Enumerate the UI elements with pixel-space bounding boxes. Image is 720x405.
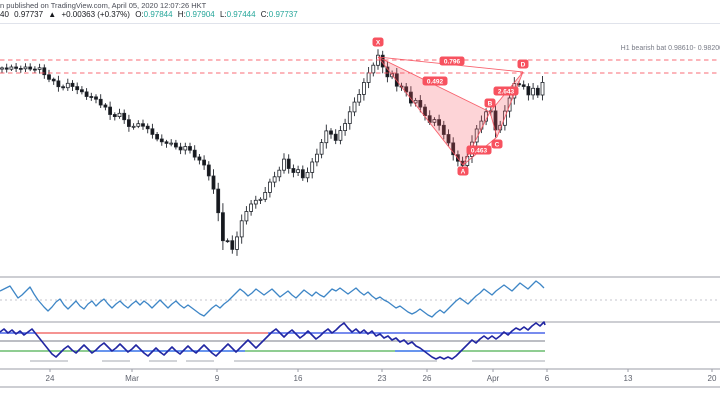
svg-text:0.492: 0.492 [427,78,444,85]
low-label: L: [219,10,227,19]
svg-text:0.463: 0.463 [471,147,488,154]
axis-label-23: 23 [378,374,387,383]
last-price: 0.97737 [14,10,44,19]
close-label: C: [260,10,269,19]
up-arrow-icon: ▲ [48,10,57,19]
symbol-quote-line: 40 0.97737 ▲ +0.00363 (+0.37%) O:0.97844… [0,10,301,19]
pattern-title: H1 bearish bat 0.98610- 0.98200 [620,45,720,52]
price-change: +0.00363 (+0.37%) [61,10,130,19]
symbol-suffix: 40 [0,10,9,19]
high-label: H: [177,10,186,19]
pane-borders [0,276,720,388]
ratio-label-0.492: 0.492 [422,76,448,86]
header-divider [0,23,720,24]
oscillator-pane-1 [0,280,720,318]
point-label-A: A [457,166,469,176]
axis-label-13: 13 [624,374,633,383]
axis-label-24: 24 [46,374,55,383]
low-value: 0.97444 [226,10,256,19]
svg-text:0.796: 0.796 [444,58,461,65]
svg-text:B: B [488,100,493,107]
svg-text:C: C [495,141,500,148]
axis-label-Apr: Apr [487,374,500,383]
point-label-C: C [491,139,503,149]
harmonic-bat-pattern: 0.796 0.492 0.463 2.643 X A B C D [372,37,529,176]
axis-label-6: 6 [545,374,550,383]
point-label-D: D [517,59,529,69]
pattern-target-levels [0,59,720,74]
ratio-label-0.796: 0.796 [439,56,465,66]
axis-label-20: 20 [708,374,717,383]
high-value: 0.97904 [185,10,215,19]
axis-label-26: 26 [423,374,432,383]
axis-label-Mar: Mar [125,374,139,383]
open-label: O: [135,10,144,19]
axis-label-16: 16 [294,374,303,383]
close-value: 0.97737 [268,10,298,19]
open-value: 0.97844 [143,10,173,19]
point-label-X: X [372,37,384,47]
publish-info: n published on TradingView.com, April 05… [0,1,207,10]
ratio-label-0.463: 0.463 [466,145,492,155]
svg-text:A: A [461,168,466,175]
svg-text:X: X [376,39,381,46]
time-axis: 24 Mar 9 16 23 26 Apr 6 13 20 [46,369,717,383]
oscillator-pane-2 [0,321,546,362]
axis-label-9: 9 [215,374,220,383]
ratio-label-2.643: 2.643 [493,86,519,96]
svg-text:2.643: 2.643 [498,88,515,95]
point-label-B: B [484,98,496,108]
svg-text:D: D [521,61,526,68]
